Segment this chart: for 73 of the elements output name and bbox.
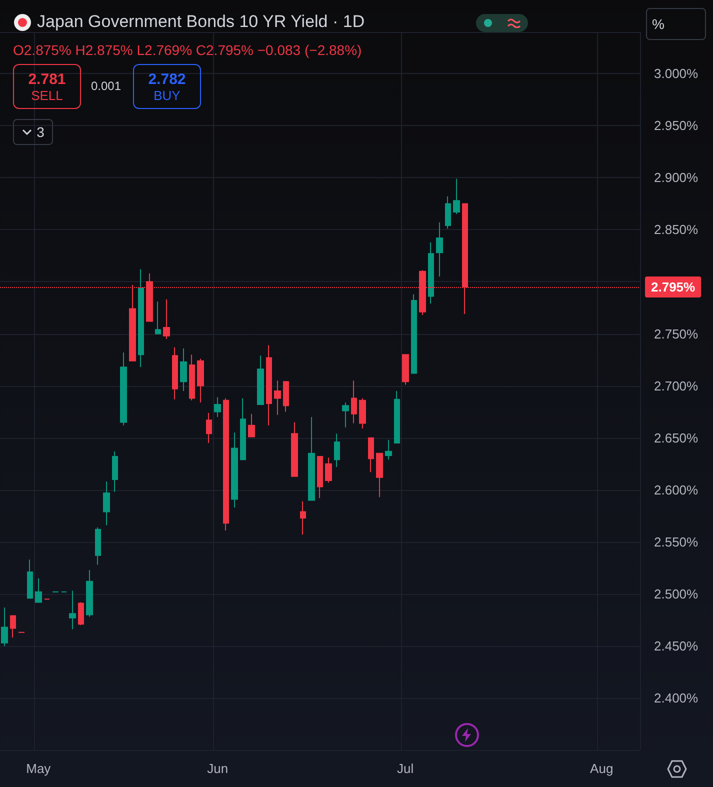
candlestick [402,354,409,386]
candlestick [223,398,229,531]
y-tick-label: 3.000% [654,66,699,82]
y-tick-label: 2.900% [654,170,699,186]
annotation: 0.001 [91,79,122,93]
candlestick [214,396,221,418]
ref-line-label: 2.795% [651,279,696,294]
candlestick [197,358,204,403]
candlestick [120,352,127,426]
candlestick [155,301,161,334]
y-tick-label: 2.600% [654,482,699,498]
candlestick [394,390,400,444]
y-tick-label: 2.450% [654,638,699,654]
text: % [646,8,706,40]
candlestick [266,344,272,426]
candlestick [172,346,178,400]
candlestick [274,380,281,416]
candlestick [69,590,76,630]
candlestick [359,398,366,429]
chart-title: Japan Government Bonds 10 YR Yield · 1D [37,12,365,32]
candlestick [428,242,434,304]
candlestick [95,526,101,566]
y-tick-label: 2.750% [654,326,699,342]
candlestick [248,413,255,438]
y-tick-label: 2.850% [654,222,699,238]
annotation: 3 [36,124,44,140]
candlestick [334,433,340,468]
x-tick-label: Aug [590,761,614,776]
y-tick-label: 2.400% [654,690,699,706]
candlestick [376,452,383,498]
candlestick [138,268,144,368]
annotation: SELL [30,88,64,103]
candlestick [257,355,264,406]
y-tick-label: 2.500% [654,586,699,602]
candlestick [180,348,187,392]
candlestick [351,380,357,424]
candlestick [35,578,42,603]
annotation: 2.782 [147,71,187,88]
candlestick [206,412,212,444]
candlestick [300,500,306,536]
candlestick [86,569,93,618]
candlestick [112,450,118,492]
candlestick [163,298,170,340]
y-tick-label: 2.700% [654,378,699,394]
candlestick [453,178,460,215]
annotation: 2.781 [27,71,67,88]
x-tick-label: Jul [397,761,414,776]
candlestick [283,381,289,412]
candlestick [411,294,417,374]
candlestick [1,606,8,646]
annotation: BUY [152,88,182,103]
candlestick [27,559,33,599]
candlestick [445,196,451,230]
y-tick-label: 2.950% [654,118,699,134]
annotation: O2.875% H2.875% L2.769% C2.795% −0.083 (−2.88%) [13,42,362,58]
candlestick [78,602,84,626]
candlestick [240,398,246,460]
candlestick [231,432,238,508]
candlestick [317,456,323,499]
candlestick [325,457,332,484]
candlestick [342,402,349,428]
candlestick [385,439,392,460]
candlestick [10,615,16,638]
candlestick [308,416,315,501]
y-tick-label: 2.550% [654,534,699,550]
candlestick [103,481,110,526]
y-tick-label: 2.650% [654,430,699,446]
x-tick-label: Jun [207,761,228,776]
x-tick-label: May [26,761,52,776]
candlestick [189,354,195,401]
candlestick [291,422,298,477]
candlestick [436,222,443,278]
candlestick [368,437,374,473]
